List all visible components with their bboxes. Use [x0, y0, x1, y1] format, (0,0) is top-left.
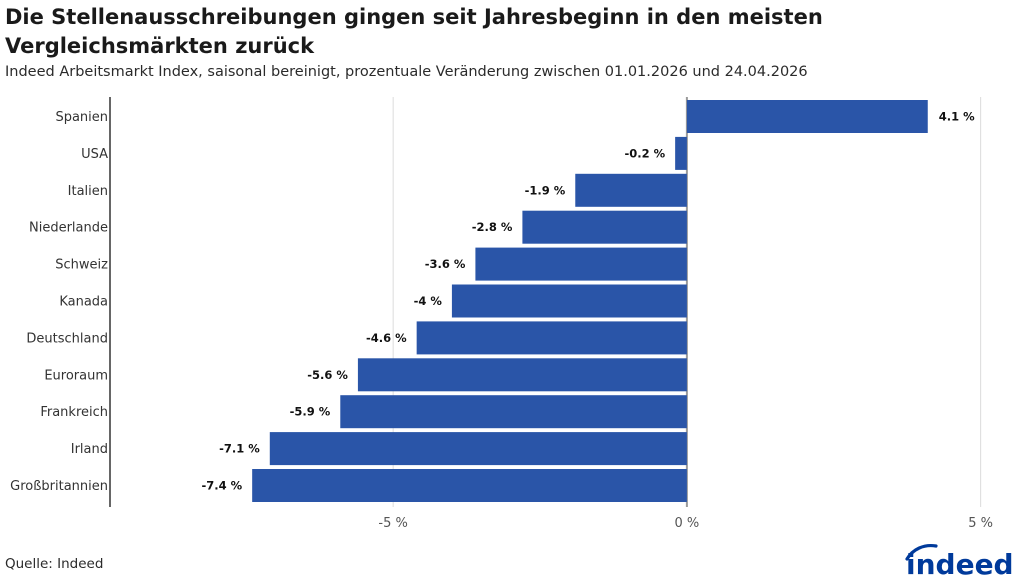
- bar: [252, 469, 687, 502]
- category-label: Großbritannien: [10, 479, 108, 494]
- bar: [340, 395, 687, 429]
- bar: [416, 321, 687, 355]
- value-label: -2.8 %: [472, 220, 513, 234]
- chart-title: Die Stellenausschreibungen gingen seit J…: [5, 5, 823, 58]
- value-label: -4.6 %: [366, 331, 407, 345]
- category-label: Niederlande: [29, 221, 108, 236]
- x-tick-label: -5 %: [378, 516, 407, 531]
- category-label: Frankreich: [40, 405, 108, 420]
- bar: [686, 100, 928, 133]
- value-label: -4 %: [414, 294, 443, 308]
- bar: [522, 210, 687, 244]
- category-label: Deutschland: [26, 331, 108, 346]
- category-label: USA: [81, 147, 108, 162]
- category-label: Irland: [71, 442, 108, 457]
- bar: [269, 432, 687, 466]
- bar: [451, 284, 687, 318]
- category-label: Kanada: [59, 295, 108, 310]
- bar: [475, 247, 687, 281]
- category-label: Schweiz: [55, 258, 108, 273]
- label-layer: -5 % 0 % 5 % Spanien 4.1 % USA -0.2 % Italien -1…: [10, 110, 993, 532]
- x-tick-label: 0 %: [675, 516, 700, 531]
- category-label: Euroraum: [44, 368, 108, 383]
- bar-layer: [252, 100, 928, 502]
- source-note: Quelle: Indeed: [5, 556, 104, 572]
- bar: [357, 358, 687, 392]
- value-label: -5.6 %: [307, 368, 348, 382]
- value-label: -1.9 %: [525, 183, 566, 197]
- value-label: -5.9 %: [290, 405, 331, 419]
- x-tick-label: 5 %: [968, 516, 993, 531]
- value-label: 4.1 %: [939, 110, 975, 124]
- bar: [675, 136, 687, 170]
- chart-subtitle: Indeed Arbeitsmarkt Index, saisonal bere…: [5, 64, 808, 80]
- indeed-logo-swoosh: [905, 543, 938, 561]
- value-label: -7.1 %: [219, 442, 260, 456]
- category-label: Spanien: [55, 110, 108, 125]
- indeed-logo: indeed: [905, 543, 1014, 580]
- indeed-logo-text: indeed: [906, 548, 1014, 580]
- category-label: Italien: [68, 184, 108, 199]
- value-label: -7.4 %: [201, 479, 242, 493]
- bar: [575, 173, 687, 207]
- value-label: -3.6 %: [425, 257, 466, 271]
- value-label: -0.2 %: [624, 146, 665, 160]
